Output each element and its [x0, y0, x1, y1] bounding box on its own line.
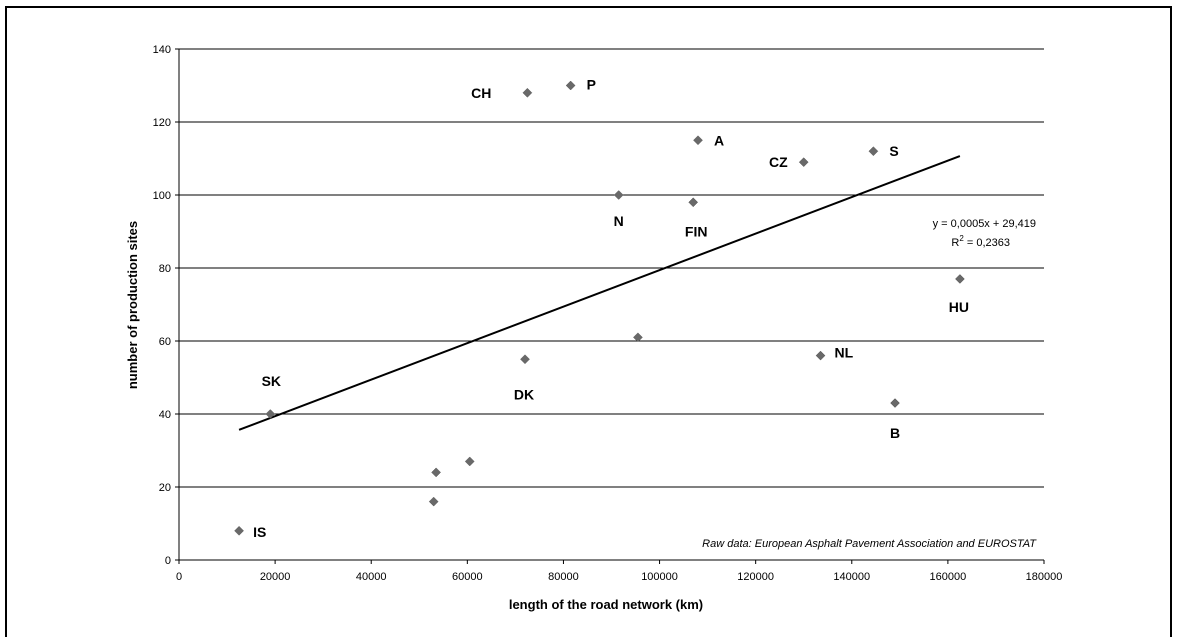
- data-point: [431, 467, 441, 478]
- x-tick-label: 20000: [260, 571, 291, 583]
- y-tick-label: 40: [159, 409, 171, 421]
- data-point: [890, 398, 900, 408]
- data-point: [688, 197, 699, 208]
- data-point: [613, 190, 624, 200]
- x-tick-label: 80000: [548, 571, 579, 583]
- data-point: [815, 350, 826, 361]
- point-label: NL: [835, 345, 854, 361]
- data-point: [265, 409, 276, 419]
- point-label: CH: [471, 85, 491, 101]
- data-point: [464, 456, 475, 467]
- point-label: P: [587, 77, 596, 93]
- x-axis-title: length of the road network (km): [509, 597, 703, 612]
- data-point: [565, 80, 576, 91]
- data-point: [955, 274, 965, 284]
- y-tick-label: 20: [159, 482, 171, 494]
- trendline-r-squared: R2 = 0,2363: [951, 234, 1010, 249]
- data-point: [522, 87, 533, 98]
- trendline: [238, 155, 961, 431]
- data-point: [234, 525, 244, 536]
- point-label: CZ: [769, 154, 788, 170]
- x-tick-label: 160000: [930, 571, 967, 583]
- point-label: HU: [949, 299, 969, 315]
- x-tick-label: 180000: [1026, 571, 1063, 583]
- y-tick-label: 80: [159, 263, 171, 275]
- x-tick-label: 0: [176, 571, 182, 583]
- y-tick-label: 120: [153, 117, 171, 129]
- y-axis-title: number of production sites: [125, 221, 140, 389]
- x-tick-label: 40000: [356, 571, 387, 583]
- x-tick-label: 140000: [833, 571, 870, 583]
- point-label: IS: [253, 524, 266, 540]
- data-point: [868, 146, 879, 157]
- chart-frame: [5, 6, 1172, 637]
- x-tick-label: 120000: [737, 571, 774, 583]
- y-tick-label: 0: [165, 555, 171, 567]
- point-labels: CH P A CZ S N FIN HU DK NL B SK IS: [253, 77, 969, 540]
- data-points: [234, 80, 965, 536]
- y-tick-label: 60: [159, 336, 171, 348]
- point-label: FIN: [685, 223, 708, 239]
- data-point: [633, 332, 643, 343]
- data-point: [798, 157, 809, 168]
- x-tick-labels: 0 20000 40000 60000 80000 100000 120000 140000 1…: [176, 560, 1062, 583]
- grid-lines: [179, 48, 1044, 488]
- y-tick-label: 100: [153, 190, 171, 202]
- point-label: DK: [514, 386, 534, 402]
- point-label: B: [890, 425, 900, 441]
- source-note: Raw data: European Asphalt Pavement Asso…: [702, 538, 1037, 550]
- point-label: S: [889, 143, 898, 159]
- point-label: N: [614, 213, 624, 229]
- axes: [178, 49, 1044, 561]
- trendline-equation: y = 0,0005x + 29,419: [933, 218, 1036, 230]
- x-tick-label: 100000: [641, 571, 678, 583]
- y-tick-labels: 0 20 40 60 80 100 120 140: [153, 44, 179, 567]
- data-point: [428, 496, 439, 507]
- data-point: [693, 135, 703, 146]
- x-tick-label: 60000: [452, 571, 483, 583]
- point-label: A: [714, 132, 724, 148]
- point-label: SK: [262, 373, 281, 389]
- data-point: [520, 354, 530, 365]
- y-tick-label: 140: [153, 44, 171, 56]
